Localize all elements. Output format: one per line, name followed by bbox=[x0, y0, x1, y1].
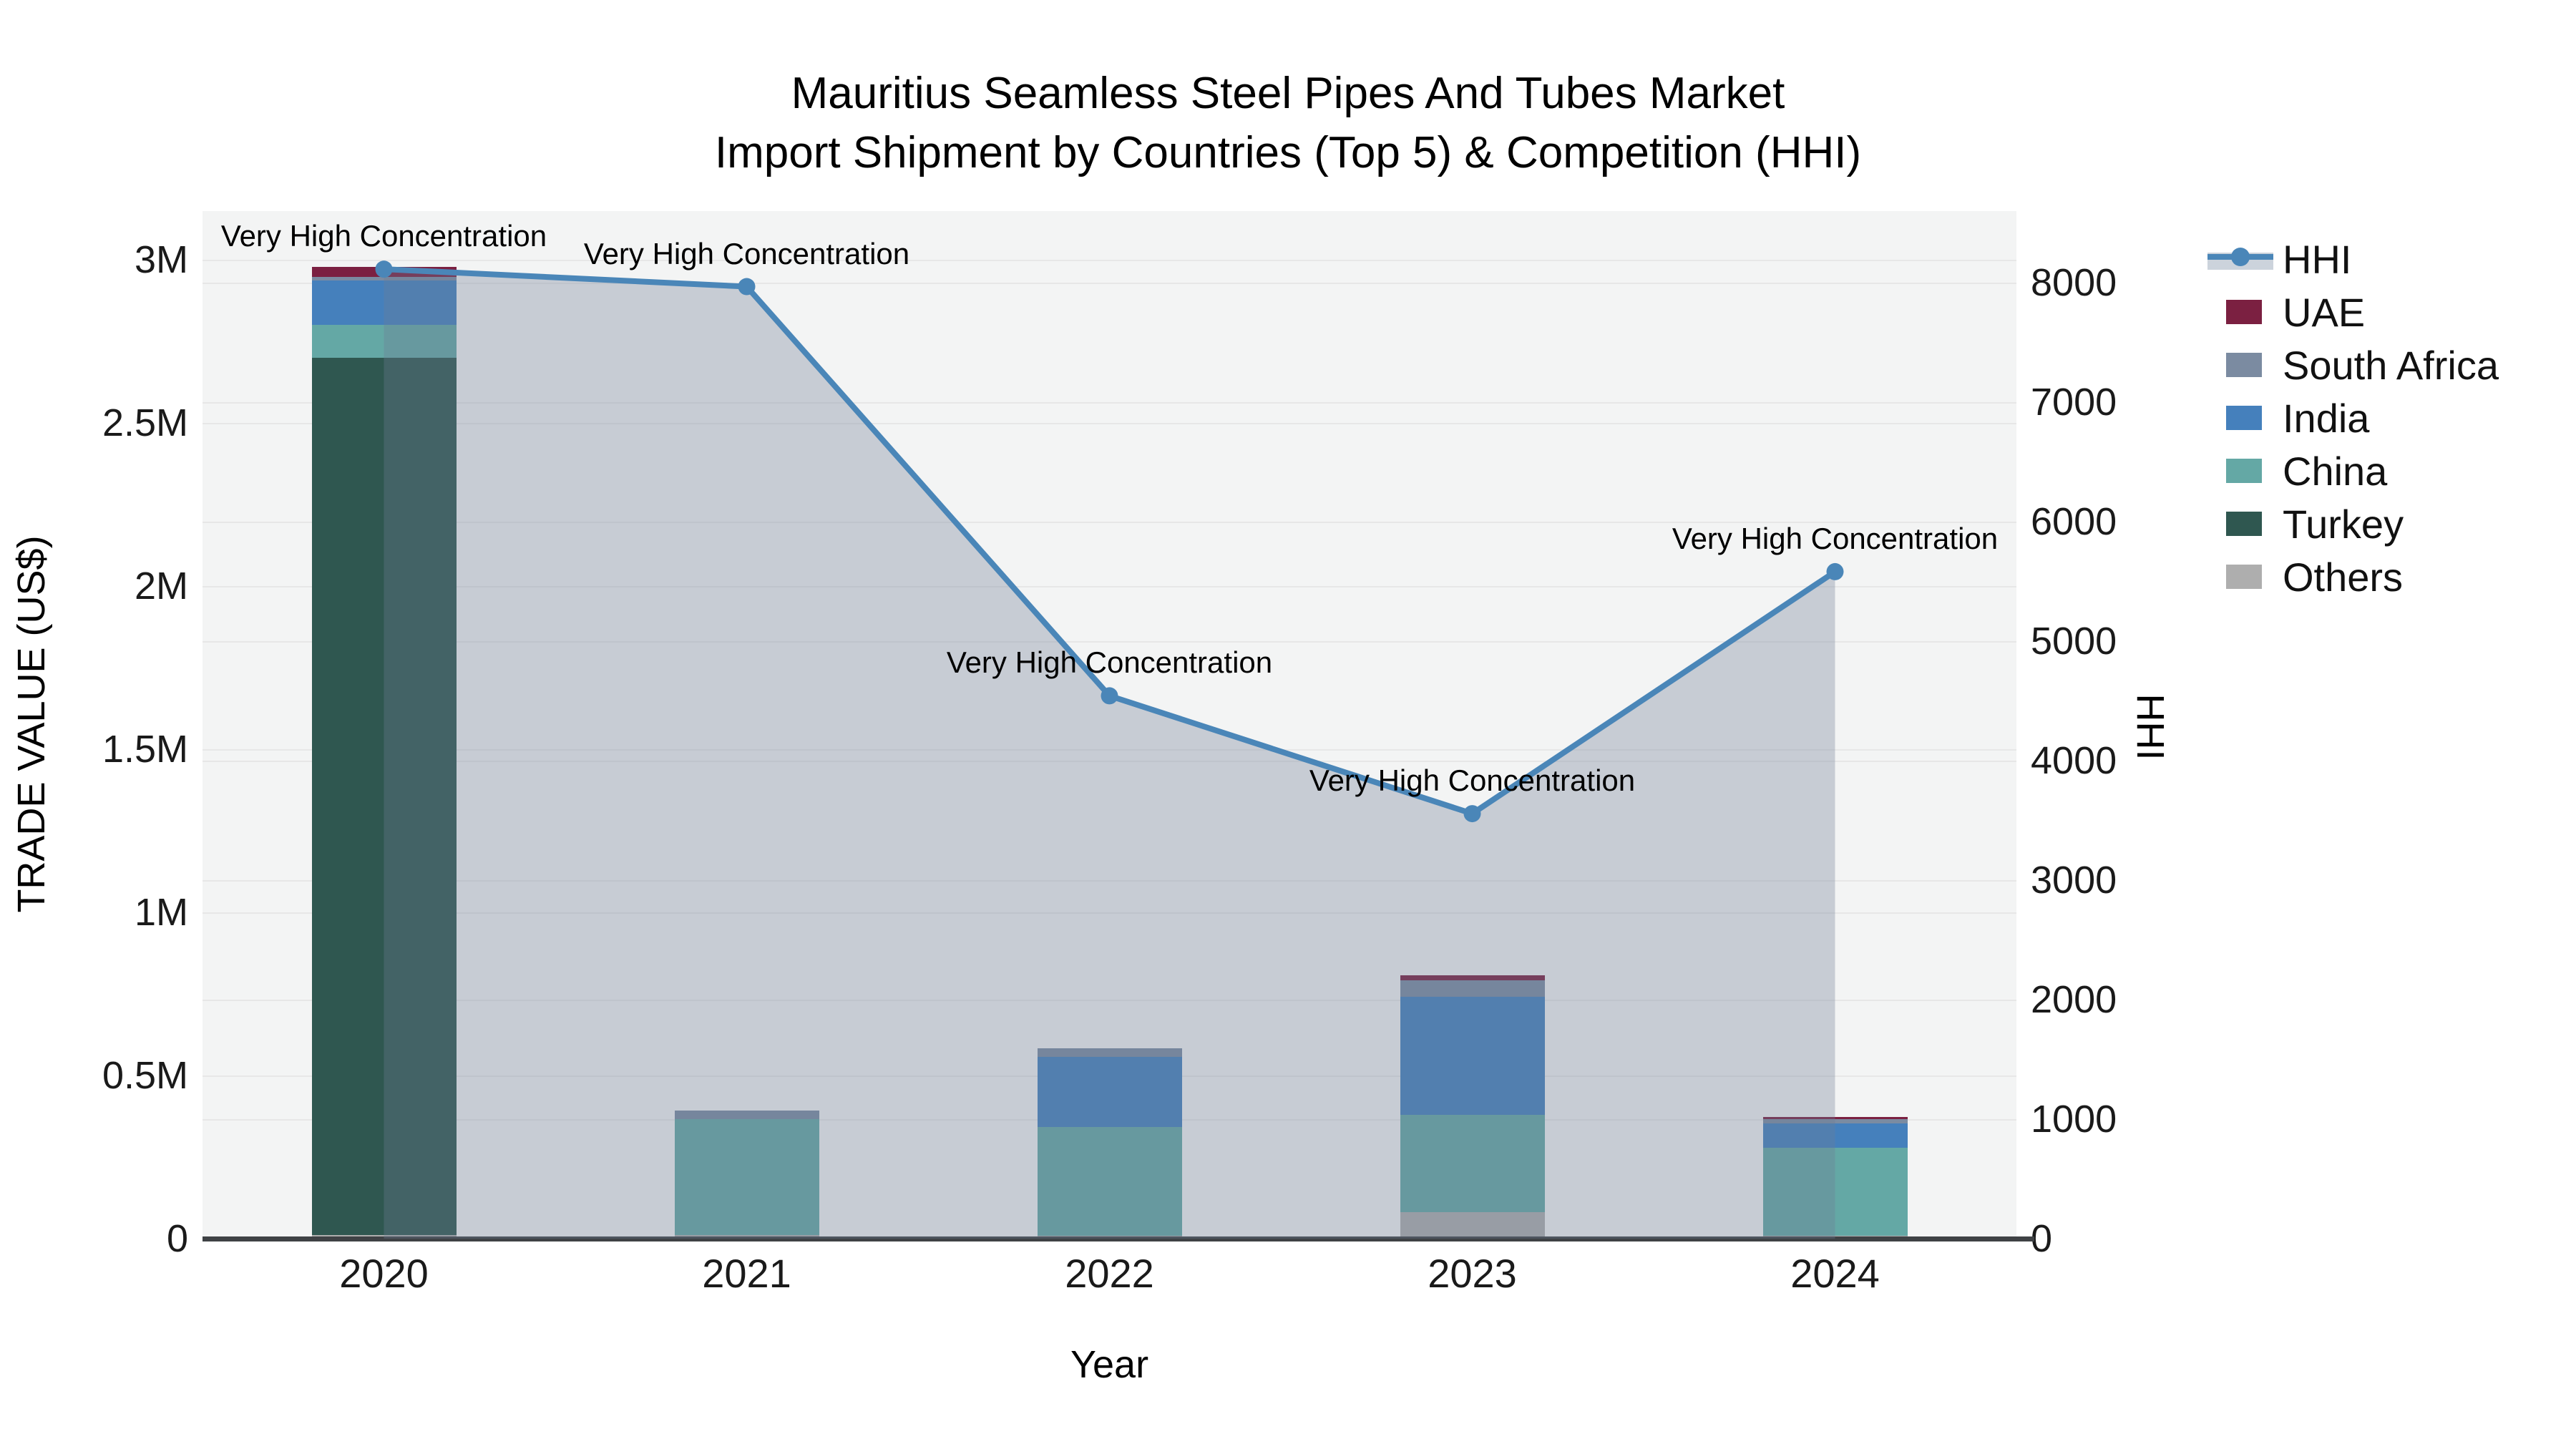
bar-segment-south-africa-2023 bbox=[1400, 980, 1545, 997]
legend-item-uae[interactable]: UAE bbox=[2207, 286, 2499, 338]
annotation-2021: Very High Concentration bbox=[583, 236, 910, 270]
bar-segment-others-2023 bbox=[1400, 1212, 1545, 1239]
legend-label: South Africa bbox=[2283, 342, 2499, 388]
legend-item-others[interactable]: Others bbox=[2207, 550, 2499, 603]
legend-swatch-icon bbox=[2207, 565, 2275, 589]
bar-segment-india-2022 bbox=[1037, 1056, 1182, 1127]
legend-item-hhi[interactable]: HHI bbox=[2207, 233, 2499, 286]
gridline bbox=[203, 912, 2016, 914]
y-right-tick-8000: 8000 bbox=[2031, 261, 2117, 305]
legend-label: HHI bbox=[2283, 236, 2352, 282]
y-left-tick-1.5M: 1.5M bbox=[102, 728, 188, 771]
x-tick-2024: 2024 bbox=[1790, 1251, 1880, 1296]
gridline bbox=[203, 880, 2016, 882]
annotation-2022: Very High Concentration bbox=[946, 645, 1273, 680]
bar-segment-uae-2023 bbox=[1400, 975, 1545, 980]
y-right-tick-0: 0 bbox=[2031, 1217, 2053, 1260]
y-left-tick-0.5M: 0.5M bbox=[102, 1054, 188, 1098]
hhi-line-legend-icon bbox=[2207, 247, 2275, 271]
y-right-tick-7000: 7000 bbox=[2031, 381, 2117, 424]
legend-label: India bbox=[2283, 395, 2370, 441]
legend-label: Others bbox=[2283, 554, 2404, 600]
y-left-tick-2.5M: 2.5M bbox=[102, 401, 188, 445]
x-tick-2020: 2020 bbox=[339, 1251, 429, 1296]
legend-item-south-africa[interactable]: South Africa bbox=[2207, 338, 2499, 391]
bar-segment-india-2020 bbox=[311, 280, 457, 326]
y-left-tick-2M: 2M bbox=[134, 565, 188, 608]
bar-segment-china-2021 bbox=[674, 1118, 819, 1235]
legend-swatch-icon bbox=[2207, 353, 2275, 377]
bar-segment-china-2023 bbox=[1400, 1115, 1545, 1213]
legend-swatch-icon bbox=[2207, 459, 2275, 483]
bar-segment-turkey-2020 bbox=[311, 358, 457, 1236]
bar-segment-india-2024 bbox=[1762, 1123, 1908, 1148]
bar-segment-india-2023 bbox=[1400, 996, 1545, 1116]
bars-layer bbox=[203, 211, 2016, 1239]
legend-label: UAE bbox=[2283, 289, 2366, 335]
y-right-tick-4000: 4000 bbox=[2031, 739, 2117, 783]
y-left-tick-3M: 3M bbox=[134, 238, 188, 282]
bar-segment-china-2022 bbox=[1037, 1126, 1182, 1236]
x-tick-2023: 2023 bbox=[1428, 1251, 1517, 1296]
y-left-tick-1M: 1M bbox=[134, 891, 188, 935]
legend-swatch-icon bbox=[2207, 512, 2275, 536]
bar-segment-south-africa-2024 bbox=[1762, 1119, 1908, 1123]
gridline bbox=[203, 260, 2016, 262]
y-right-tick-2000: 2000 bbox=[2031, 978, 2117, 1022]
chart-title-line1: Mauritius Seamless Steel Pipes And Tubes… bbox=[791, 69, 1785, 118]
annotation-2024: Very High Concentration bbox=[1672, 521, 1999, 555]
annotation-2023: Very High Concentration bbox=[1309, 763, 1636, 798]
legend-item-india[interactable]: India bbox=[2207, 391, 2499, 444]
bar-segment-china-2024 bbox=[1762, 1148, 1908, 1236]
y-left-axis-title: TRADE VALUE (US$) bbox=[10, 535, 53, 913]
x-axis-title: Year bbox=[1070, 1343, 1149, 1386]
bar-segment-uae-2024 bbox=[1762, 1117, 1908, 1120]
legend-item-turkey[interactable]: Turkey bbox=[2207, 497, 2499, 550]
legend: HHI UAE South Africa India China Turkey Others bbox=[2207, 233, 2499, 603]
annotation-2020: Very High Concentration bbox=[220, 219, 547, 253]
legend-label: Turkey bbox=[2283, 501, 2404, 547]
x-tick-2022: 2022 bbox=[1065, 1251, 1154, 1296]
gridline bbox=[203, 1000, 2016, 1002]
bar-segment-south-africa-2020 bbox=[311, 277, 457, 281]
legend-item-china[interactable]: China bbox=[2207, 444, 2499, 497]
x-tick-2021: 2021 bbox=[702, 1251, 791, 1296]
y-right-tick-6000: 6000 bbox=[2031, 500, 2117, 544]
bar-segment-uae-2020 bbox=[311, 266, 457, 278]
bar-segment-south-africa-2021 bbox=[674, 1111, 819, 1119]
legend-swatch-icon bbox=[2207, 300, 2275, 324]
chart-title-line2: Import Shipment by Countries (Top 5) & C… bbox=[714, 128, 1862, 177]
x-axis-line bbox=[203, 1236, 2034, 1241]
y-left-tick-0: 0 bbox=[166, 1217, 188, 1260]
y-right-axis-title: HHI bbox=[2129, 693, 2172, 761]
bar-segment-china-2020 bbox=[311, 325, 457, 358]
y-right-tick-3000: 3000 bbox=[2031, 859, 2117, 902]
legend-swatch-icon bbox=[2207, 406, 2275, 430]
legend-label: China bbox=[2283, 448, 2388, 494]
bar-segment-south-africa-2022 bbox=[1037, 1048, 1182, 1057]
y-right-tick-1000: 1000 bbox=[2031, 1098, 2117, 1141]
y-right-tick-5000: 5000 bbox=[2031, 620, 2117, 663]
